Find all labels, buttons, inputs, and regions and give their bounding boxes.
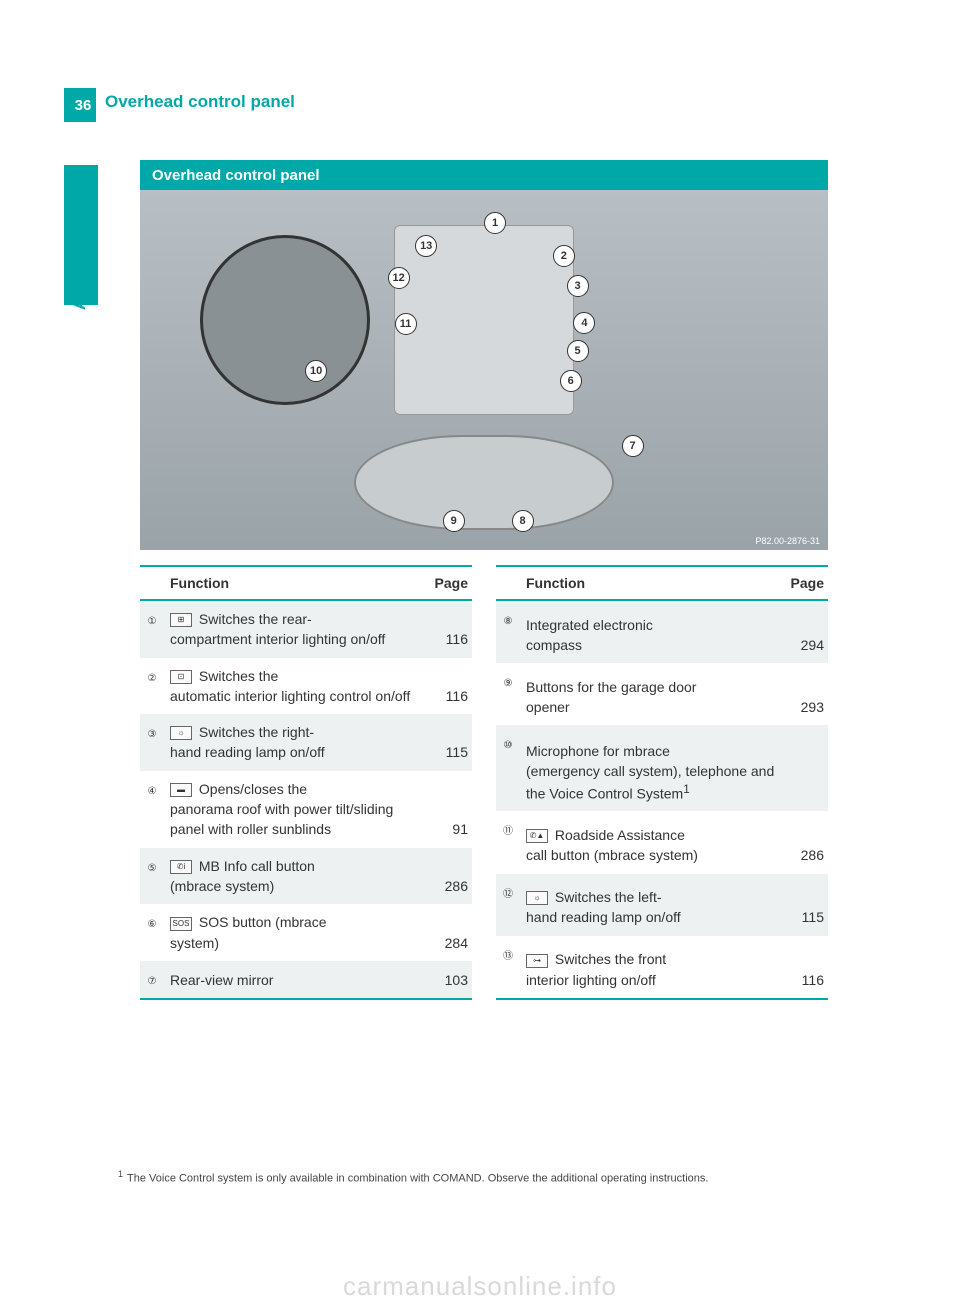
figure-callout: 1	[484, 212, 506, 234]
row-page: 293	[786, 663, 828, 725]
table-header-page: Page	[430, 566, 472, 600]
table-header-function: Function	[166, 566, 430, 600]
figure-mirror	[354, 435, 614, 530]
button-icon: ⊶	[526, 954, 548, 968]
row-number: ⑩	[496, 725, 522, 811]
row-number: ⑧	[496, 600, 522, 663]
figure-callout: 5	[567, 340, 589, 362]
row-number: ③	[140, 714, 166, 771]
table-row: ⑫☼ Switches the left-hand reading lamp o…	[496, 874, 828, 936]
row-function: ☼ Switches the right-hand reading lamp o…	[166, 714, 430, 771]
figure-callout: 8	[512, 510, 534, 532]
overhead-panel-figure: 1 2 3 4 5 6 7 8 9 10 11 12 13 P82.00-287…	[140, 190, 828, 550]
side-tab-label: At a glance	[70, 219, 90, 310]
row-function: Buttons for the garage dooropener	[522, 663, 786, 725]
button-icon: ⊡	[170, 670, 192, 684]
row-function: ▬ Opens/closes thepanorama roof with pow…	[166, 771, 430, 848]
table-header-function: Function	[522, 566, 786, 600]
figure-callout: 3	[567, 275, 589, 297]
row-function: ⊡ Switches theautomatic interior lightin…	[166, 658, 430, 715]
table-row: ①⊞ Switches the rear-compartment interio…	[140, 600, 472, 658]
table-row: ⑥SOS SOS button (mbracesystem)284	[140, 904, 472, 961]
row-page: 103	[430, 961, 472, 999]
button-icon: ▬	[170, 783, 192, 797]
figure-callout: 9	[443, 510, 465, 532]
row-number: ①	[140, 600, 166, 658]
table-row: ④▬ Opens/closes thepanorama roof with po…	[140, 771, 472, 848]
function-table-left: Function Page ①⊞ Switches the rear-compa…	[140, 565, 472, 1000]
footnote-ref: 1	[683, 783, 689, 796]
row-function: SOS SOS button (mbracesystem)	[166, 904, 430, 961]
row-function: Rear-view mirror	[166, 961, 430, 999]
table-row: ⑨Buttons for the garage dooropener293	[496, 663, 828, 725]
figure-callout: 7	[622, 435, 644, 457]
row-function: ☼ Switches the left-hand reading lamp on…	[522, 874, 786, 936]
table-row: ⑪✆▲ Roadside Assistancecall button (mbra…	[496, 811, 828, 873]
row-function: ✆i MB Info call button(mbrace system)	[166, 848, 430, 905]
figure-callout: 12	[388, 267, 410, 289]
row-page: 294	[786, 600, 828, 663]
table-row: ③☼ Switches the right-hand reading lamp …	[140, 714, 472, 771]
row-page: 116	[430, 658, 472, 715]
function-table-right: Function Page ⑧Integrated electroniccomp…	[496, 565, 828, 1000]
function-tables: Function Page ①⊞ Switches the rear-compa…	[140, 565, 828, 1000]
button-icon: ☼	[526, 891, 548, 905]
row-number: ⑦	[140, 961, 166, 999]
row-number: ⑬	[496, 936, 522, 999]
row-number: ⑥	[140, 904, 166, 961]
button-icon: ☼	[170, 726, 192, 740]
page-title: Overhead control panel	[105, 92, 295, 112]
button-icon: ⊞	[170, 613, 192, 627]
row-page: 116	[430, 600, 472, 658]
footnote: 1 The Voice Control system is only availa…	[118, 1168, 828, 1187]
table-row: ②⊡ Switches theautomatic interior lighti…	[140, 658, 472, 715]
button-icon: ✆▲	[526, 829, 548, 843]
figure-callout: 11	[395, 313, 417, 335]
row-function: ⊶ Switches the frontinterior lighting on…	[522, 936, 786, 999]
row-number: ⑪	[496, 811, 522, 873]
page-number-tab: 36	[64, 88, 96, 122]
row-function: Integrated electroniccompass	[522, 600, 786, 663]
row-page: 91	[430, 771, 472, 848]
row-page: 115	[786, 874, 828, 936]
table-header-blank	[496, 566, 522, 600]
table-row: ⑩Microphone for mbrace(emergency call sy…	[496, 725, 828, 811]
table-header-page: Page	[786, 566, 828, 600]
row-function: Microphone for mbrace(emergency call sys…	[522, 725, 786, 811]
table-row: ⑦Rear-view mirror103	[140, 961, 472, 999]
button-icon: SOS	[170, 917, 192, 931]
row-number: ⑨	[496, 663, 522, 725]
section-header: Overhead control panel	[140, 160, 828, 190]
row-function: ✆▲ Roadside Assistancecall button (mbrac…	[522, 811, 786, 873]
row-number: ⑫	[496, 874, 522, 936]
table-row: ⑤✆i MB Info call button(mbrace system)28…	[140, 848, 472, 905]
figure-callout: 2	[553, 245, 575, 267]
figure-inset-circle	[200, 235, 370, 405]
row-function: ⊞ Switches the rear-compartment interior…	[166, 600, 430, 658]
figure-callout: 4	[573, 312, 595, 334]
row-page: 284	[430, 904, 472, 961]
row-page: 286	[786, 811, 828, 873]
figure-callout: 10	[305, 360, 327, 382]
table-row: ⑬⊶ Switches the frontinterior lighting o…	[496, 936, 828, 999]
table-row: ⑧Integrated electroniccompass294	[496, 600, 828, 663]
figure-caption: P82.00-2876-31	[755, 536, 820, 546]
watermark: carmanualsonline.info	[343, 1271, 617, 1302]
figure-callout: 6	[560, 370, 582, 392]
row-page	[786, 725, 828, 811]
button-icon: ✆i	[170, 860, 192, 874]
table-header-blank	[140, 566, 166, 600]
footnote-marker: 1	[118, 1169, 123, 1179]
row-page: 116	[786, 936, 828, 999]
row-page: 286	[430, 848, 472, 905]
row-number: ②	[140, 658, 166, 715]
row-number: ④	[140, 771, 166, 848]
row-page: 115	[430, 714, 472, 771]
row-number: ⑤	[140, 848, 166, 905]
footnote-text: The Voice Control system is only availab…	[127, 1173, 708, 1185]
